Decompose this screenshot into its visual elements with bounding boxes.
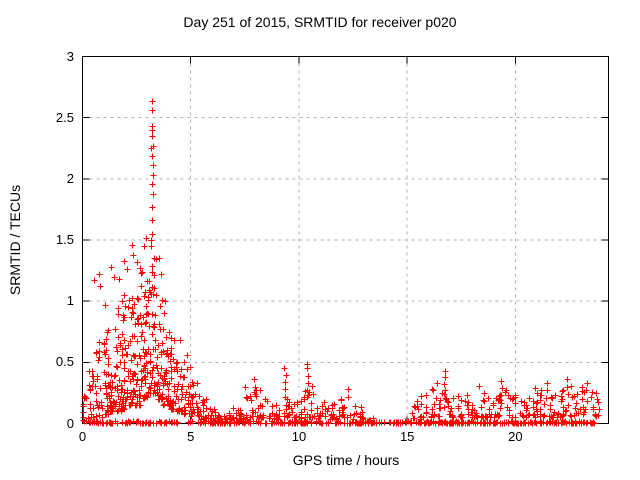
grid-lines (82, 56, 609, 424)
chart-title: Day 251 of 2015, SRMTID for receiver p02… (183, 14, 457, 30)
y-tick-label: 1.5 (55, 232, 74, 247)
x-tick-label: 20 (508, 429, 523, 444)
y-axis-label: SRMTID / TECUs (7, 184, 23, 296)
y-tick-label: 3 (66, 48, 74, 64)
y-tick-label: 0.5 (55, 354, 74, 370)
x-tick-label: 5 (187, 429, 195, 444)
data-point-markers (80, 98, 603, 427)
y-tick-label: 1 (66, 293, 74, 309)
y-tick-label: 0 (66, 415, 74, 431)
y-tick-label: 2 (66, 170, 74, 186)
x-tick-label: 0 (78, 429, 87, 444)
x-tick-label: 15 (399, 429, 415, 444)
x-axis-label: GPS time / hours (292, 452, 400, 468)
x-tick-label: 10 (291, 429, 307, 444)
y-tick-label: 2.5 (55, 109, 74, 125)
